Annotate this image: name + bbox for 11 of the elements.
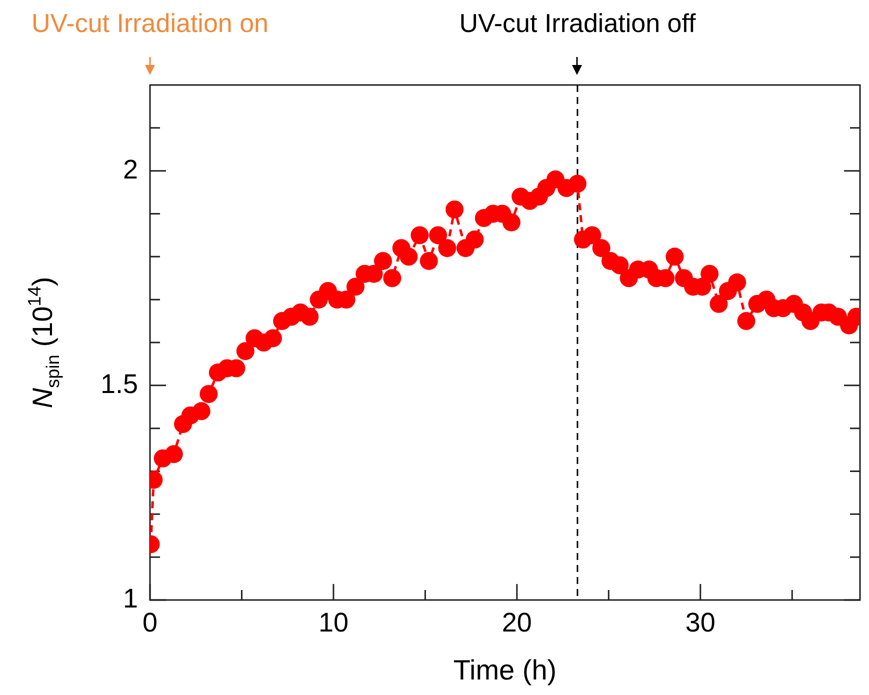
y-tick-label: 2 [122, 154, 138, 184]
y-tick-label: 1 [122, 583, 138, 614]
y-tick-label: 1.5 [100, 368, 138, 399]
x-tick-label: 30 [685, 608, 716, 638]
x-tick-label: 0 [142, 608, 158, 638]
ref-line-label: UV-cut Irradiation off [459, 8, 697, 38]
annotation: UV-cut Irradiation on [31, 8, 269, 38]
x-tick-label: 20 [502, 608, 532, 638]
y-axis-title: Nspin (1014) [24, 276, 63, 408]
x-tick-label: 10 [318, 608, 348, 638]
x-axis-title: Time (h) [453, 654, 557, 686]
